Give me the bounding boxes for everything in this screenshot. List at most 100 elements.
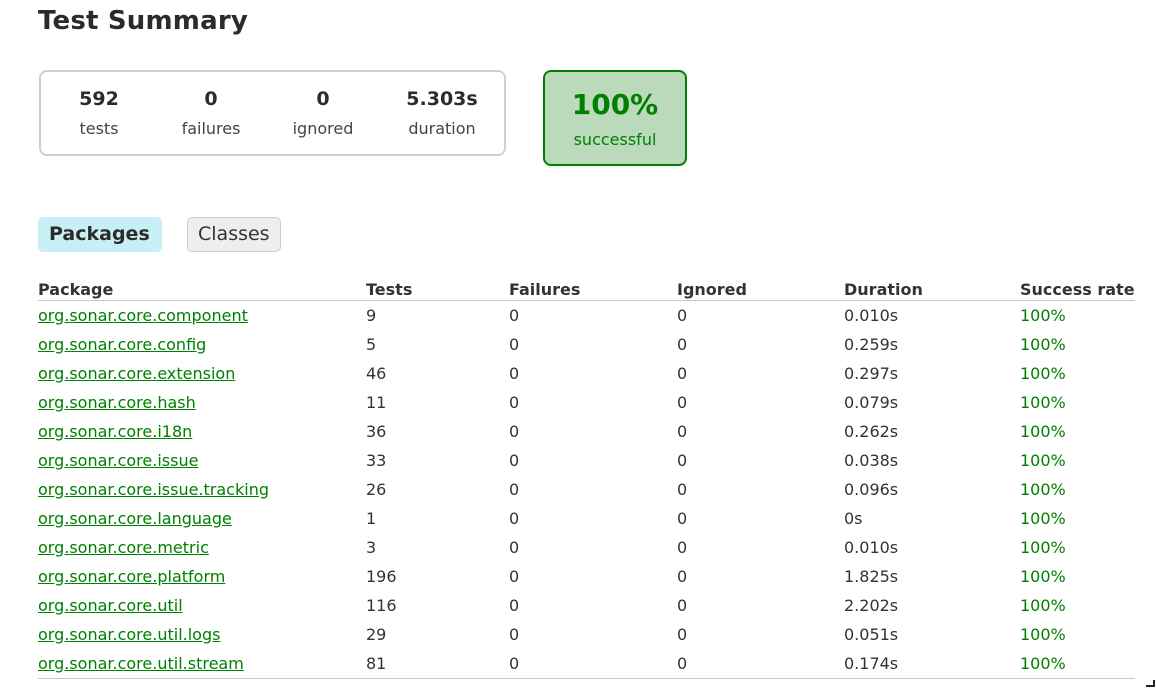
- failures-count: 0: [204, 88, 218, 110]
- package-link[interactable]: org.sonar.core.issue.tracking: [38, 479, 269, 499]
- failures-cell: 0: [509, 363, 520, 383]
- tests-cell: 9: [366, 305, 377, 325]
- package-link[interactable]: org.sonar.core.i18n: [38, 421, 193, 441]
- package-link[interactable]: org.sonar.core.metric: [38, 537, 209, 557]
- failures-cell: 0: [509, 508, 520, 528]
- ignored-cell: 0: [677, 508, 688, 528]
- failures-cell: 0: [509, 392, 520, 412]
- ignored-label: ignored: [292, 119, 354, 138]
- tests-cell: 11: [366, 392, 387, 412]
- tests-cell: 36: [366, 421, 387, 441]
- header-success-rate: Success rate: [1020, 278, 1135, 301]
- package-link[interactable]: org.sonar.core.hash: [38, 392, 196, 412]
- duration-cell: 0.051s: [844, 624, 899, 644]
- success-rate-cell: 100%: [1020, 363, 1066, 383]
- ignored-cell: 0: [677, 450, 688, 470]
- failures-cell: 0: [509, 595, 520, 615]
- success-rate-cell: 100%: [1020, 450, 1066, 470]
- package-link[interactable]: org.sonar.core.component: [38, 305, 248, 325]
- table-row: org.sonar.core.component 9 0 0 0.010s 10…: [38, 300, 1135, 330]
- success-rate-cell: 100%: [1020, 566, 1066, 586]
- package-link[interactable]: org.sonar.core.language: [38, 508, 232, 528]
- failures-cell: 0: [509, 566, 520, 586]
- ignored-cell: 0: [677, 305, 688, 325]
- package-link[interactable]: org.sonar.core.extension: [38, 363, 236, 383]
- tests-cell: 33: [366, 450, 387, 470]
- failures-cell: 0: [509, 305, 520, 325]
- failures-label: failures: [181, 119, 241, 138]
- tests-cell: 1: [366, 508, 377, 528]
- duration-value: 5.303s: [406, 88, 478, 110]
- table-row: org.sonar.core.util 116 0 0 2.202s 100%: [38, 591, 1135, 620]
- success-rate-cell: 100%: [1020, 537, 1066, 557]
- success-rate-cell: 100%: [1020, 595, 1066, 615]
- ignored-cell: 0: [677, 363, 688, 383]
- success-rate-cell: 100%: [1020, 392, 1066, 412]
- tests-cell: 29: [366, 624, 387, 644]
- package-link[interactable]: org.sonar.core.util.logs: [38, 624, 221, 644]
- table-row: org.sonar.core.util.stream 81 0 0 0.174s…: [38, 648, 1135, 679]
- success-rate-cell: 100%: [1020, 421, 1066, 441]
- duration-cell: 0.010s: [844, 537, 899, 557]
- ignored-cell: 0: [677, 595, 688, 615]
- table-row: org.sonar.core.issue 33 0 0 0.038s 100%: [38, 446, 1135, 475]
- resize-grip-icon[interactable]: [1146, 680, 1155, 687]
- ignored-cell: 0: [677, 624, 688, 644]
- ignored-cell: 0: [677, 566, 688, 586]
- failures-counter: 0 failures: [161, 72, 261, 154]
- tests-cell: 3: [366, 537, 377, 557]
- failures-cell: 0: [509, 450, 520, 470]
- table-row: org.sonar.core.util.logs 29 0 0 0.051s 1…: [38, 620, 1135, 649]
- tests-cell: 5: [366, 334, 377, 354]
- header-failures: Failures: [509, 278, 677, 301]
- ignored-count: 0: [316, 88, 330, 110]
- duration-cell: 0s: [844, 508, 863, 528]
- table-row: org.sonar.core.extension 46 0 0 0.297s 1…: [38, 359, 1135, 388]
- duration-cell: 0.259s: [844, 334, 899, 354]
- package-link[interactable]: org.sonar.core.config: [38, 334, 207, 354]
- table-row: org.sonar.core.i18n 36 0 0 0.262s 100%: [38, 417, 1135, 446]
- packages-table: Package Tests Failures Ignored Duration …: [38, 278, 1135, 679]
- header-ignored: Ignored: [677, 278, 844, 301]
- tests-count: 592: [79, 88, 119, 110]
- header-package: Package: [38, 278, 366, 301]
- failures-cell: 0: [509, 648, 677, 679]
- tests-cell: 196: [366, 566, 397, 586]
- ignored-cell: 0: [677, 537, 688, 557]
- table-row: org.sonar.core.language 1 0 0 0s 100%: [38, 504, 1135, 533]
- success-rate-cell: 100%: [1020, 334, 1066, 354]
- table-row: org.sonar.core.hash 11 0 0 0.079s 100%: [38, 388, 1135, 417]
- package-link[interactable]: org.sonar.core.issue: [38, 450, 199, 470]
- tests-counter: 592 tests: [49, 72, 149, 154]
- duration-counter: 5.303s duration: [387, 72, 497, 154]
- header-tests: Tests: [366, 278, 509, 301]
- failures-cell: 0: [509, 624, 520, 644]
- table-row: org.sonar.core.config 5 0 0 0.259s 100%: [38, 330, 1135, 359]
- duration-cell: 0.174s: [844, 648, 1020, 679]
- tests-cell: 81: [366, 648, 509, 679]
- ignored-cell: 0: [677, 421, 688, 441]
- duration-cell: 0.038s: [844, 450, 899, 470]
- package-link[interactable]: org.sonar.core.util.stream: [38, 653, 244, 673]
- duration-cell: 0.096s: [844, 479, 899, 499]
- ignored-cell: 0: [677, 648, 844, 679]
- success-rate-box: 100% successful: [543, 70, 687, 166]
- tab-classes[interactable]: Classes: [187, 217, 281, 252]
- page-title: Test Summary: [38, 6, 249, 36]
- duration-cell: 0.079s: [844, 392, 899, 412]
- package-link[interactable]: org.sonar.core.platform: [38, 566, 226, 586]
- ignored-cell: 0: [677, 479, 688, 499]
- duration-cell: 0.297s: [844, 363, 899, 383]
- tests-cell: 46: [366, 363, 387, 383]
- table-row: org.sonar.core.issue.tracking 26 0 0 0.0…: [38, 475, 1135, 504]
- duration-cell: 0.010s: [844, 305, 899, 325]
- summary-counters: 592 tests 0 failures 0 ignored 5.303s du…: [39, 70, 506, 156]
- success-rate-cell: 100%: [1020, 305, 1066, 325]
- failures-cell: 0: [509, 479, 520, 499]
- failures-cell: 0: [509, 421, 520, 441]
- package-link[interactable]: org.sonar.core.util: [38, 595, 183, 615]
- failures-cell: 0: [509, 537, 520, 557]
- success-rate-cell: 100%: [1020, 508, 1066, 528]
- tab-packages[interactable]: Packages: [38, 217, 162, 252]
